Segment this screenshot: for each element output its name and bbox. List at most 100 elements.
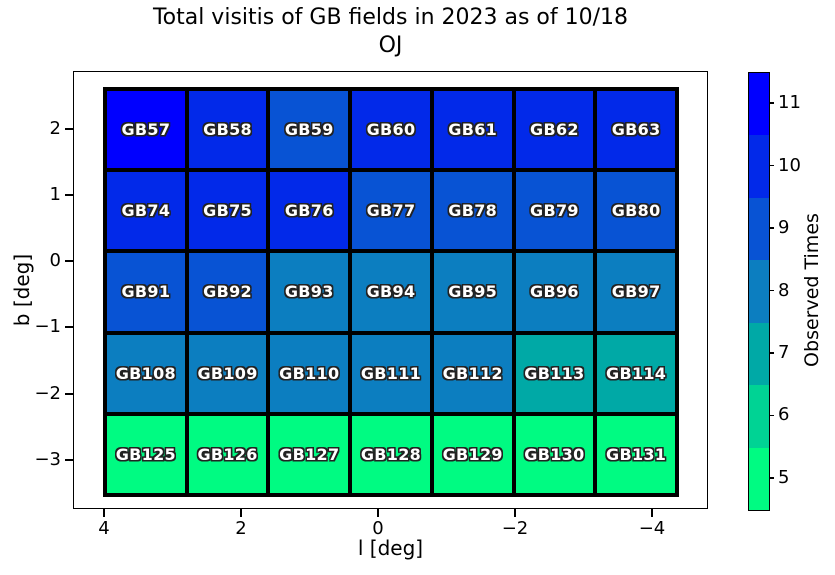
x-axis-label: l [deg] — [357, 536, 424, 560]
cell-label: GB75 — [203, 201, 252, 221]
heatmap-cell-gb63: GB63 — [595, 89, 677, 171]
heatmap-cell-gb96: GB96 — [513, 251, 596, 333]
colorbar-tick-label: 8 — [778, 279, 790, 301]
cell-label: GB59 — [284, 120, 334, 140]
cell-label: GB78 — [448, 201, 498, 221]
heatmap-cell-gb109: GB109 — [186, 332, 269, 414]
y-tick-label: −3 — [34, 449, 61, 470]
colorbar-segment-5 — [749, 447, 769, 510]
heatmap-cell-gb76: GB76 — [268, 170, 351, 252]
cell-label: GB79 — [530, 201, 579, 221]
colorbar-tick-label: 6 — [778, 404, 790, 426]
y-tick-mark — [65, 459, 73, 461]
heatmap-cell-gb131: GB131 — [595, 413, 677, 495]
cell-label: GB108 — [115, 363, 176, 383]
heatmap-cell-gb77: GB77 — [350, 170, 432, 252]
y-tick-label: 0 — [49, 250, 61, 271]
cell-label: GB131 — [606, 444, 667, 464]
colorbar-tick-mark — [769, 289, 775, 292]
cell-label: GB112 — [442, 363, 503, 383]
cell-label: GB130 — [524, 444, 585, 464]
x-tick-label: 2 — [235, 518, 247, 539]
y-tick-mark — [65, 326, 73, 328]
colorbar-tick-mark — [769, 102, 775, 104]
cell-label: GB109 — [197, 363, 258, 383]
y-tick-label: 2 — [49, 118, 61, 139]
heatmap-cell-gb58: GB58 — [186, 89, 269, 171]
heatmap-cell-gb127: GB127 — [268, 413, 351, 495]
colorbar-segment-7 — [749, 322, 769, 386]
heatmap-cell-gb92: GB92 — [186, 251, 269, 333]
heatmap-cell-gb129: GB129 — [431, 413, 514, 495]
chart-title: Total visitis of GB fields in 2023 as of… — [152, 5, 629, 30]
cell-label: GB60 — [366, 120, 416, 140]
cell-label: GB80 — [611, 201, 661, 221]
x-tick-label: −2 — [501, 518, 529, 539]
colorbar-tick-mark — [769, 164, 775, 167]
heatmap-cell-gb128: GB128 — [350, 413, 432, 495]
x-tick-mark — [651, 509, 653, 517]
cell-label: GB97 — [611, 282, 661, 302]
heatmap-cell-gb111: GB111 — [350, 332, 432, 414]
y-tick-mark — [65, 128, 73, 130]
cell-label: GB96 — [530, 282, 579, 302]
cell-label: GB94 — [366, 282, 416, 302]
x-tick-label: 0 — [372, 518, 384, 539]
heatmap-cell-gb80: GB80 — [595, 170, 677, 252]
cell-label: GB93 — [284, 282, 334, 302]
cell-label: GB128 — [360, 444, 422, 464]
colorbar-segment-8 — [749, 260, 769, 323]
cell-label: GB126 — [197, 444, 258, 464]
x-tick-mark — [377, 509, 379, 517]
colorbar-tick-label: 7 — [778, 341, 790, 363]
heatmap-cell-gb74: GB74 — [105, 170, 187, 252]
cell-label: GB62 — [530, 120, 579, 140]
heatmap-cell-gb112: GB112 — [431, 332, 514, 414]
cell-label: GB127 — [279, 444, 340, 464]
cell-label: GB125 — [115, 444, 176, 464]
heatmap-cell-gb126: GB126 — [186, 413, 269, 495]
heatmap-cell-gb94: GB94 — [350, 251, 432, 333]
colorbar-tick-mark — [769, 227, 775, 229]
colorbar — [748, 72, 770, 511]
cell-label: GB63 — [611, 120, 661, 140]
chart-subtitle: OJ — [378, 33, 403, 58]
heatmap-cell-gb125: GB125 — [105, 413, 187, 495]
colorbar-segment-9 — [749, 197, 769, 261]
cell-label: GB92 — [203, 282, 252, 302]
heatmap-cell-gb95: GB95 — [431, 251, 514, 333]
y-tick-label: −2 — [34, 383, 61, 404]
x-tick-label: −4 — [638, 518, 666, 539]
cell-label: GB61 — [448, 120, 498, 140]
y-tick-mark — [65, 194, 73, 196]
colorbar-tick-label: 9 — [778, 217, 790, 239]
heatmap-cell-gb60: GB60 — [350, 89, 432, 171]
y-tick-label: −1 — [34, 316, 61, 337]
heatmap-cell-gb114: GB114 — [595, 332, 677, 414]
cell-label: GB77 — [366, 201, 416, 221]
colorbar-tick-mark — [769, 476, 775, 479]
cell-label: GB91 — [121, 282, 171, 302]
heatmap-cell-gb97: GB97 — [595, 251, 677, 333]
heatmap-cell-gb113: GB113 — [513, 332, 596, 414]
y-tick-label: 1 — [49, 184, 61, 205]
heatmap-cell-gb57: GB57 — [105, 89, 187, 171]
y-tick-mark — [65, 393, 73, 395]
heatmap-cell-gb79: GB79 — [513, 170, 596, 252]
heatmap-cell-gb62: GB62 — [513, 89, 596, 171]
x-tick-mark — [103, 509, 105, 517]
colorbar-segment-10 — [749, 135, 769, 198]
cell-label: GB111 — [360, 363, 422, 383]
cell-label: GB76 — [284, 201, 334, 221]
cell-label: GB57 — [121, 120, 171, 140]
heatmap-cell-gb130: GB130 — [513, 413, 596, 495]
colorbar-tick-label: 11 — [778, 92, 801, 114]
colorbar-label: Observed Times — [801, 213, 823, 367]
y-tick-mark — [65, 260, 73, 262]
heatmap-cell-gb108: GB108 — [105, 332, 187, 414]
heatmap-cell-gb110: GB110 — [268, 332, 351, 414]
heatmap-cell-gb59: GB59 — [268, 89, 351, 171]
heatmap-cell-gb61: GB61 — [431, 89, 514, 171]
colorbar-tick-mark — [769, 414, 775, 417]
